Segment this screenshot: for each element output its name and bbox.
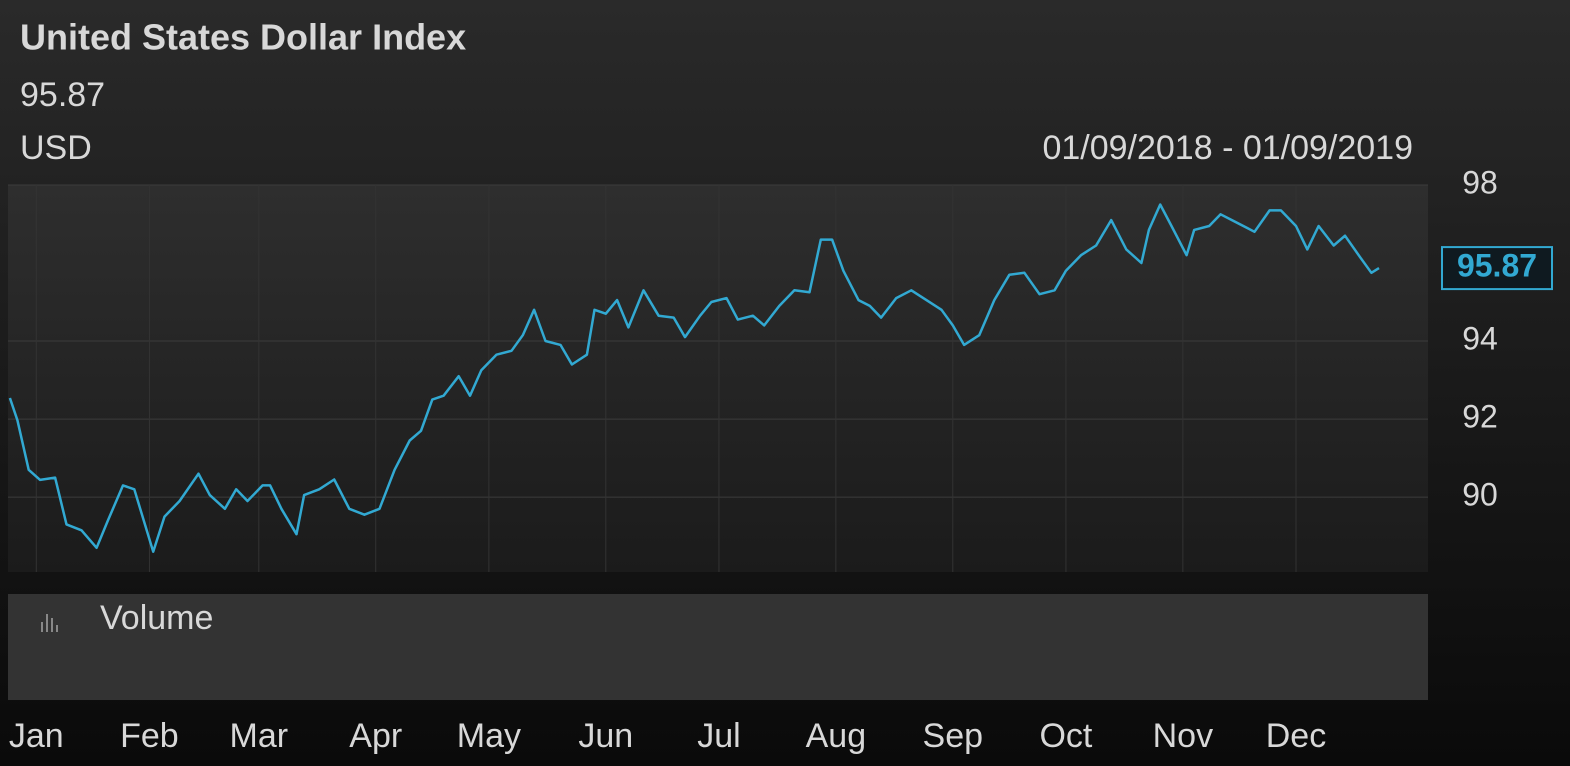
x-tick-label: May <box>457 717 521 755</box>
date-range: 01/09/2018 - 01/09/2019 <box>1042 129 1413 167</box>
x-tick-label: Mar <box>230 717 289 755</box>
y-tick-label: 92 <box>1462 399 1498 435</box>
x-tick-label: Sep <box>923 717 984 755</box>
chart-title: United States Dollar Index <box>20 17 466 58</box>
x-tick-label: Dec <box>1266 717 1326 755</box>
volume-panel <box>8 594 1428 700</box>
series-line <box>8 203 1380 553</box>
x-tick-label: Jan <box>9 717 64 755</box>
panel-label: Volume <box>100 599 213 637</box>
x-tick-label: Feb <box>120 717 179 755</box>
plot-area <box>8 185 1428 572</box>
last-value-box <box>1441 246 1553 291</box>
x-tick-label: Apr <box>349 717 402 755</box>
y-tick-label: 90 <box>1462 477 1498 513</box>
volume-icon <box>41 614 58 632</box>
last-value-label: 95.87 <box>1457 248 1537 284</box>
y-tick-label: 94 <box>1462 321 1498 357</box>
x-tick-label: Aug <box>806 717 867 755</box>
x-tick-label: Jun <box>578 717 633 755</box>
currency: USD <box>20 129 92 167</box>
last-value: 95.87 <box>20 76 105 114</box>
y-tick-label: 98 <box>1462 164 1498 200</box>
x-tick-label: Jul <box>697 717 740 755</box>
x-tick-label: Oct <box>1039 717 1092 755</box>
x-tick-label: Nov <box>1153 717 1213 755</box>
